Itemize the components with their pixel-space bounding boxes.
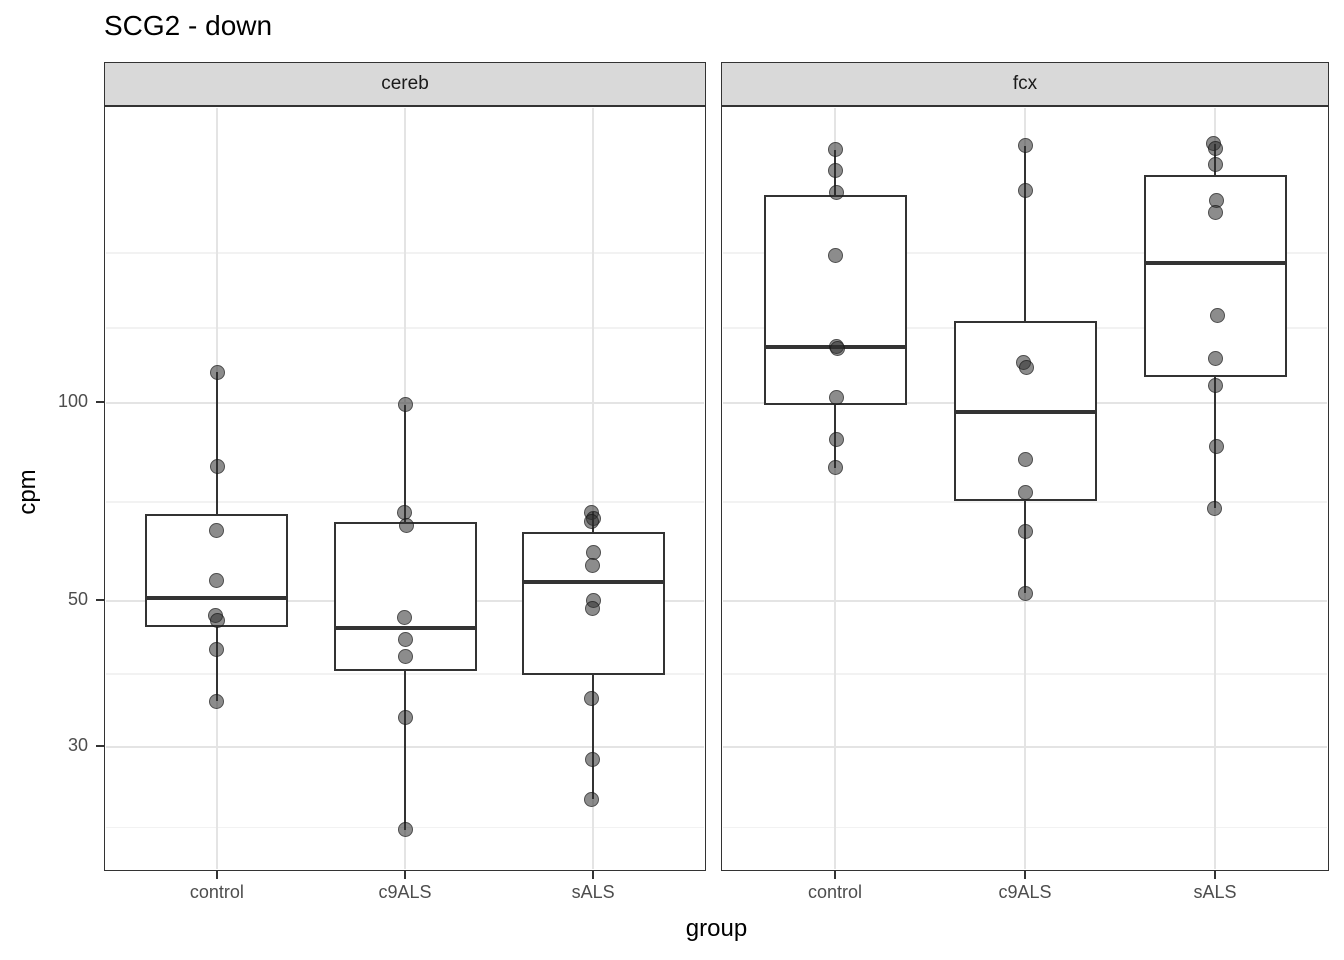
boxplot-median bbox=[145, 595, 289, 600]
data-point bbox=[1017, 585, 1033, 601]
data-point bbox=[210, 612, 226, 628]
data-point bbox=[827, 460, 843, 476]
data-point bbox=[828, 389, 844, 405]
data-point bbox=[1206, 500, 1222, 516]
data-point bbox=[827, 248, 843, 264]
data-point bbox=[1207, 377, 1223, 393]
plot-title: SCG2 - down bbox=[104, 10, 273, 41]
x-axis-tick bbox=[1214, 871, 1216, 879]
data-point bbox=[1207, 350, 1223, 366]
y-axis-tick bbox=[96, 599, 104, 602]
x-axis-tick bbox=[592, 871, 595, 879]
data-point bbox=[209, 572, 225, 588]
data-point bbox=[396, 609, 412, 625]
data-point bbox=[397, 648, 413, 664]
data-point bbox=[828, 185, 844, 201]
data-point bbox=[398, 518, 414, 534]
x-axis-tick bbox=[1024, 871, 1026, 879]
x-tick-label: c9ALS bbox=[378, 882, 432, 902]
y-tick-label: 100 bbox=[57, 391, 88, 411]
data-point bbox=[1209, 307, 1225, 323]
boxplot-median bbox=[1143, 261, 1287, 266]
data-point bbox=[584, 752, 600, 768]
x-tick-label: c9ALS bbox=[998, 882, 1052, 902]
data-point bbox=[397, 709, 413, 725]
data-point bbox=[210, 364, 226, 380]
data-point bbox=[209, 693, 225, 709]
data-point bbox=[584, 558, 600, 574]
y-tick-label: 50 bbox=[67, 589, 88, 610]
x-tick-label: control bbox=[189, 882, 244, 902]
boxplot-median bbox=[953, 409, 1097, 414]
y-axis-title: cpm bbox=[14, 469, 41, 515]
data-point bbox=[1208, 439, 1224, 455]
x-axis-tick bbox=[215, 871, 218, 879]
data-point bbox=[397, 822, 413, 838]
x-tick-label: sALS bbox=[1193, 882, 1237, 902]
data-point bbox=[583, 691, 599, 707]
data-point bbox=[209, 641, 225, 657]
boxplot-box bbox=[763, 194, 907, 406]
data-point bbox=[1017, 485, 1033, 501]
data-point bbox=[1018, 359, 1034, 375]
data-point bbox=[827, 163, 843, 179]
data-point bbox=[1207, 157, 1223, 173]
gridline-vertical bbox=[834, 108, 836, 869]
data-point bbox=[583, 513, 599, 529]
data-point bbox=[397, 631, 413, 647]
data-point bbox=[1017, 138, 1033, 154]
facet-strip-cereb: cereb bbox=[104, 62, 706, 106]
data-point bbox=[583, 791, 599, 807]
data-point bbox=[397, 397, 413, 413]
data-point bbox=[1017, 524, 1033, 540]
y-tick-label: 30 bbox=[67, 735, 88, 756]
data-point bbox=[827, 142, 843, 158]
data-point bbox=[584, 601, 600, 617]
data-point bbox=[1017, 183, 1033, 199]
gridline-vertical bbox=[592, 108, 594, 869]
data-point bbox=[828, 432, 844, 448]
data-point bbox=[829, 340, 845, 356]
data-point bbox=[210, 458, 226, 474]
boxplot-median bbox=[521, 580, 665, 585]
y-axis-tick bbox=[96, 745, 104, 748]
x-axis-tick bbox=[834, 871, 836, 879]
data-point bbox=[1207, 204, 1223, 220]
boxplot-median bbox=[333, 626, 477, 631]
x-axis-tick bbox=[404, 871, 406, 879]
data-point bbox=[1017, 451, 1033, 467]
facet-strip-fcx: fcx bbox=[721, 62, 1329, 106]
x-axis-title: group bbox=[685, 915, 748, 942]
x-tick-label: control bbox=[807, 882, 863, 902]
y-axis-tick bbox=[96, 401, 104, 403]
x-tick-label: sALS bbox=[571, 882, 615, 902]
data-point bbox=[1207, 140, 1223, 156]
data-point bbox=[209, 523, 225, 539]
